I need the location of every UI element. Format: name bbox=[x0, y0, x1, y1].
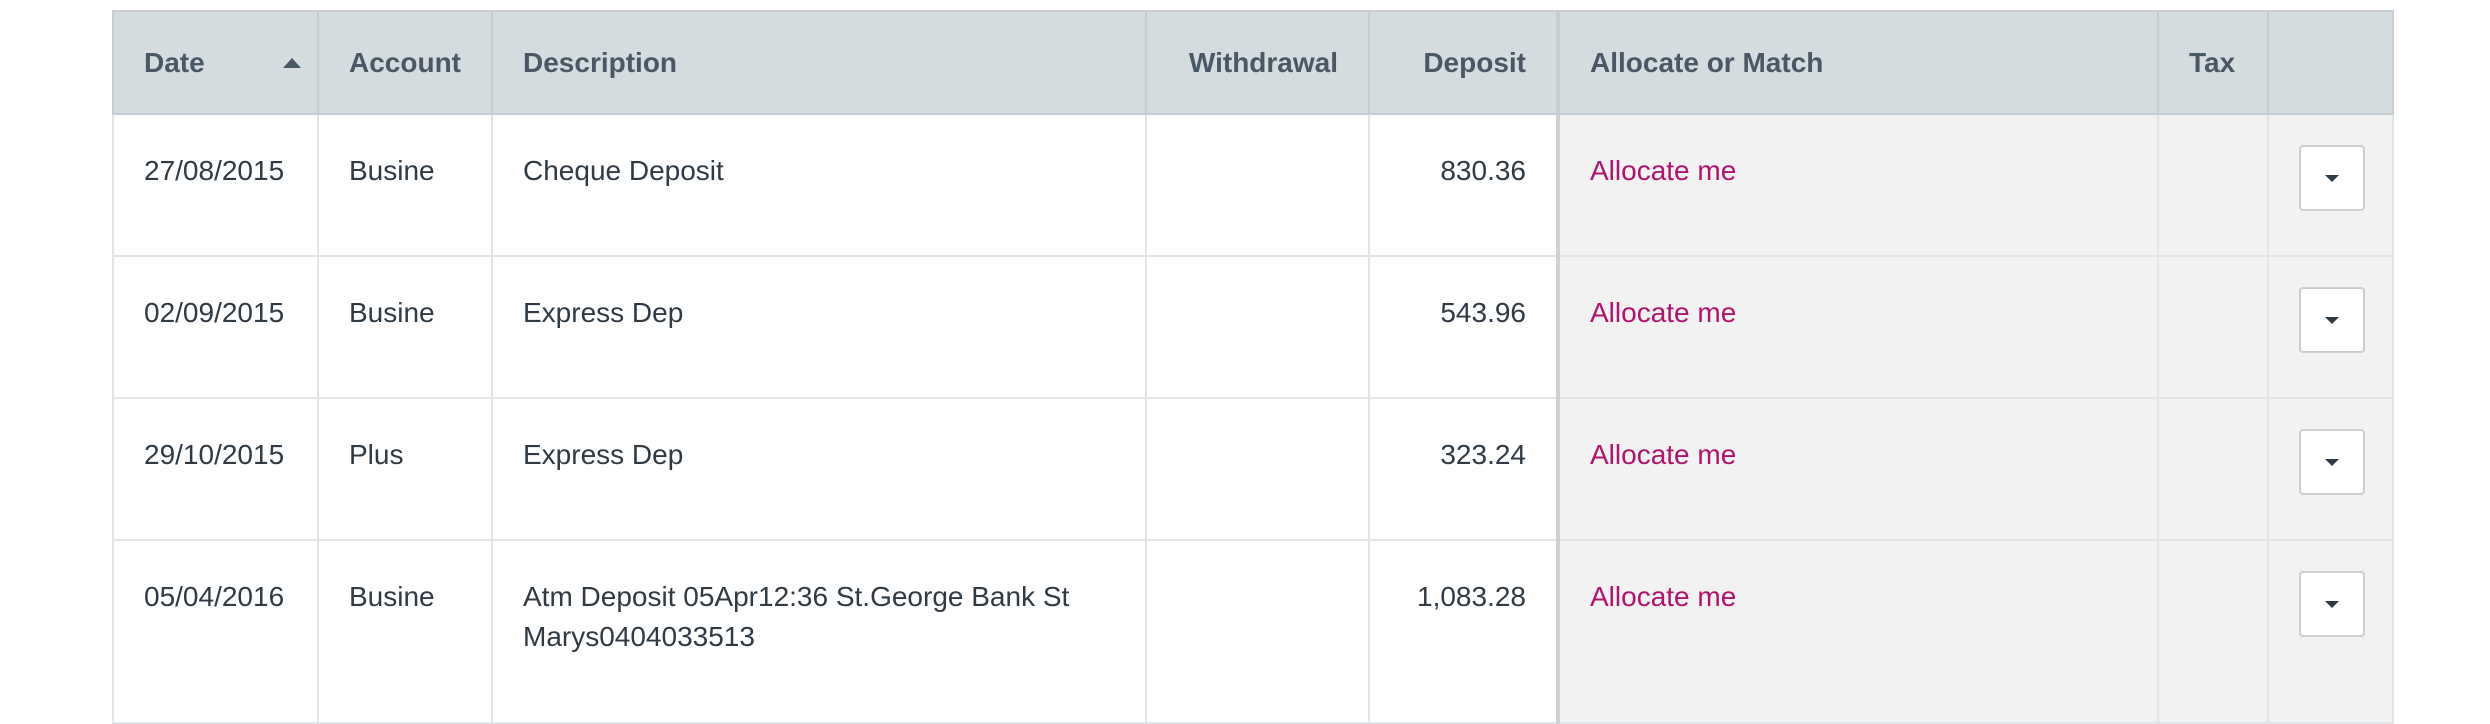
caret-down-icon bbox=[2325, 316, 2339, 324]
table-header-row: Date Account Description Withdrawal Depo… bbox=[112, 10, 2394, 115]
cell-withdrawal bbox=[1145, 397, 1370, 541]
cell-deposit: 1,083.28 bbox=[1368, 539, 1559, 724]
table-row: 27/08/2015 Busine Cheque Deposit 830.36 … bbox=[112, 113, 2394, 257]
cell-date: 05/04/2016 bbox=[112, 539, 319, 724]
row-actions-dropdown-button[interactable] bbox=[2299, 145, 2365, 211]
table-row: 05/04/2016 Busine Atm Deposit 05Apr12:36… bbox=[112, 539, 2394, 724]
column-header-deposit[interactable]: Deposit bbox=[1368, 10, 1559, 115]
transactions-table: Date Account Description Withdrawal Depo… bbox=[112, 10, 2394, 724]
cell-allocate: Allocate me bbox=[1556, 397, 2159, 541]
cell-withdrawal bbox=[1145, 255, 1370, 399]
allocate-me-link[interactable]: Allocate me bbox=[1590, 297, 1737, 328]
cell-account: Busine bbox=[317, 113, 493, 257]
caret-down-icon bbox=[2325, 458, 2339, 466]
column-header-allocate-label: Allocate or Match bbox=[1590, 46, 1824, 78]
column-header-description-label: Description bbox=[523, 46, 678, 78]
row-actions-dropdown-button[interactable] bbox=[2299, 287, 2365, 353]
cell-actions bbox=[2267, 113, 2394, 257]
cell-actions bbox=[2267, 255, 2394, 399]
cell-deposit: 543.96 bbox=[1368, 255, 1559, 399]
cell-description: Express Dep bbox=[491, 397, 1147, 541]
column-header-account-label: Account bbox=[349, 46, 461, 78]
sort-asc-icon[interactable] bbox=[283, 57, 301, 68]
column-header-withdrawal-label: Withdrawal bbox=[1188, 46, 1338, 78]
cell-date: 29/10/2015 bbox=[112, 397, 319, 541]
cell-allocate: Allocate me bbox=[1556, 255, 2159, 399]
transactions-table-container: Date Account Description Withdrawal Depo… bbox=[112, 10, 2394, 724]
row-actions-dropdown-button[interactable] bbox=[2299, 429, 2365, 495]
cell-withdrawal bbox=[1145, 113, 1370, 257]
column-header-account[interactable]: Account bbox=[317, 10, 493, 115]
cell-tax bbox=[2157, 539, 2269, 724]
allocate-me-link[interactable]: Allocate me bbox=[1590, 155, 1737, 186]
cell-actions bbox=[2267, 539, 2394, 724]
cell-description: Atm Deposit 05Apr12:36 St.George Bank St… bbox=[491, 539, 1147, 724]
cell-tax bbox=[2157, 113, 2269, 257]
cell-description: Express Dep bbox=[491, 255, 1147, 399]
cell-tax bbox=[2157, 255, 2269, 399]
cell-withdrawal bbox=[1145, 539, 1370, 724]
cell-deposit: 830.36 bbox=[1368, 113, 1559, 257]
column-header-deposit-label: Deposit bbox=[1423, 46, 1526, 78]
cell-date: 02/09/2015 bbox=[112, 255, 319, 399]
cell-date: 27/08/2015 bbox=[112, 113, 319, 257]
row-actions-dropdown-button[interactable] bbox=[2299, 571, 2365, 637]
column-header-actions bbox=[2267, 10, 2394, 115]
caret-down-icon bbox=[2325, 174, 2339, 182]
table-row: 02/09/2015 Busine Express Dep 543.96 All… bbox=[112, 255, 2394, 399]
column-header-date[interactable]: Date bbox=[112, 10, 319, 115]
column-header-tax: Tax bbox=[2157, 10, 2269, 115]
cell-actions bbox=[2267, 397, 2394, 541]
column-header-description[interactable]: Description bbox=[491, 10, 1147, 115]
cell-deposit: 323.24 bbox=[1368, 397, 1559, 541]
cell-allocate: Allocate me bbox=[1556, 539, 2159, 724]
column-header-tax-label: Tax bbox=[2189, 46, 2236, 78]
cell-description: Cheque Deposit bbox=[491, 113, 1147, 257]
column-header-allocate: Allocate or Match bbox=[1556, 10, 2159, 115]
allocate-me-link[interactable]: Allocate me bbox=[1590, 439, 1737, 470]
column-header-withdrawal[interactable]: Withdrawal bbox=[1145, 10, 1370, 115]
column-header-date-label: Date bbox=[144, 46, 205, 78]
allocate-me-link[interactable]: Allocate me bbox=[1590, 581, 1737, 612]
cell-tax bbox=[2157, 397, 2269, 541]
cell-allocate: Allocate me bbox=[1556, 113, 2159, 257]
cell-account: Plus bbox=[317, 397, 493, 541]
cell-account: Busine bbox=[317, 255, 493, 399]
caret-down-icon bbox=[2325, 600, 2339, 608]
cell-account: Busine bbox=[317, 539, 493, 724]
table-row: 29/10/2015 Plus Express Dep 323.24 Alloc… bbox=[112, 397, 2394, 541]
